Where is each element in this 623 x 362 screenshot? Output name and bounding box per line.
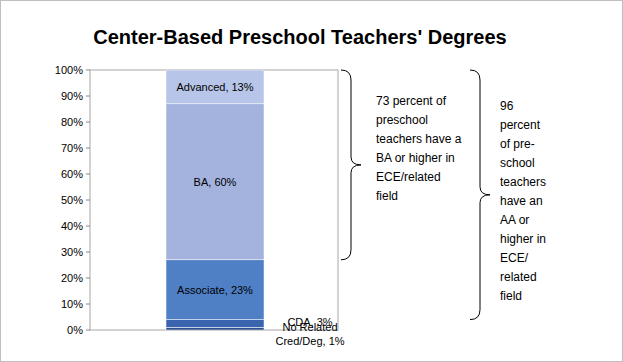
annotation-text: field (500, 289, 522, 303)
y-tick-label: 10% (61, 298, 83, 310)
annotation-text: teachers have a (376, 132, 462, 146)
y-tick (86, 122, 90, 123)
annotation-text: higher in (500, 232, 546, 246)
y-tick-label: 100% (55, 64, 83, 76)
y-tick-label: 60% (61, 168, 83, 180)
chart: Center-Based Preschool Teachers' Degrees… (0, 0, 623, 362)
annotation-text: related (500, 270, 537, 284)
data-label: BA, 60% (194, 176, 237, 188)
annotation-text: ECE/ (500, 251, 529, 265)
y-tick-label: 0% (67, 324, 83, 336)
y-tick-label: 70% (61, 142, 83, 154)
annotation-text: percent (500, 118, 541, 132)
annotation-text: have an (500, 194, 543, 208)
y-tick-label: 80% (61, 116, 83, 128)
annotation-text: teachers (500, 175, 546, 189)
y-tick (86, 252, 90, 253)
chart-svg: Center-Based Preschool Teachers' Degrees… (0, 0, 623, 362)
data-label: Associate, 23% (177, 284, 253, 296)
annotation-text: 96 (500, 99, 514, 113)
annotation-text: preschool (376, 113, 428, 127)
annotation-text: 73 percent of (376, 94, 447, 108)
y-tick (86, 96, 90, 97)
y-tick-label: 40% (61, 220, 83, 232)
bar-segment (166, 70, 264, 104)
bar-segment (166, 327, 264, 330)
y-tick-label: 90% (61, 90, 83, 102)
y-tick-label: 20% (61, 272, 83, 284)
y-tick-label: 50% (61, 194, 83, 206)
data-label: CDA, 3% (273, 315, 347, 329)
annotation-text: BA or higher in (376, 151, 455, 165)
title: Center-Based Preschool Teachers' Degrees (93, 26, 506, 48)
bar-segment (166, 104, 264, 260)
chart-border (1, 1, 623, 362)
data-label: Advanced, 13% (176, 81, 253, 93)
bar-segment (166, 320, 264, 328)
y-tick (86, 278, 90, 279)
y-tick (86, 330, 90, 331)
y-tick (86, 304, 90, 305)
y-tick (86, 70, 90, 71)
annotation-text: of pre- (500, 137, 535, 151)
y-tick (86, 200, 90, 201)
bar-segment (166, 260, 264, 320)
y-tick (86, 226, 90, 227)
y-tick (86, 148, 90, 149)
annotation-text: field (376, 189, 398, 203)
y-tick-label: 30% (61, 246, 83, 258)
annotation-brace (341, 70, 361, 260)
y-tick (86, 174, 90, 175)
plot-frame (90, 70, 338, 330)
annotation-text: ECE/related (376, 170, 441, 184)
annotation-text: school (500, 156, 535, 170)
annotation-brace (470, 70, 490, 320)
annotation-text: AA or (500, 213, 529, 227)
bars (166, 70, 264, 330)
